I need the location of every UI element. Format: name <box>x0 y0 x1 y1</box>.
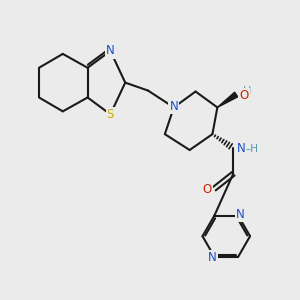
Polygon shape <box>218 92 238 107</box>
Text: –H: –H <box>245 144 258 154</box>
Text: N: N <box>237 142 246 154</box>
Text: N: N <box>169 100 178 113</box>
Text: N: N <box>106 44 115 57</box>
Text: O: O <box>239 89 248 102</box>
Text: N: N <box>236 208 244 221</box>
Text: O: O <box>202 183 212 196</box>
Text: S: S <box>107 108 114 121</box>
Text: N: N <box>208 251 217 264</box>
Text: H: H <box>243 85 251 96</box>
